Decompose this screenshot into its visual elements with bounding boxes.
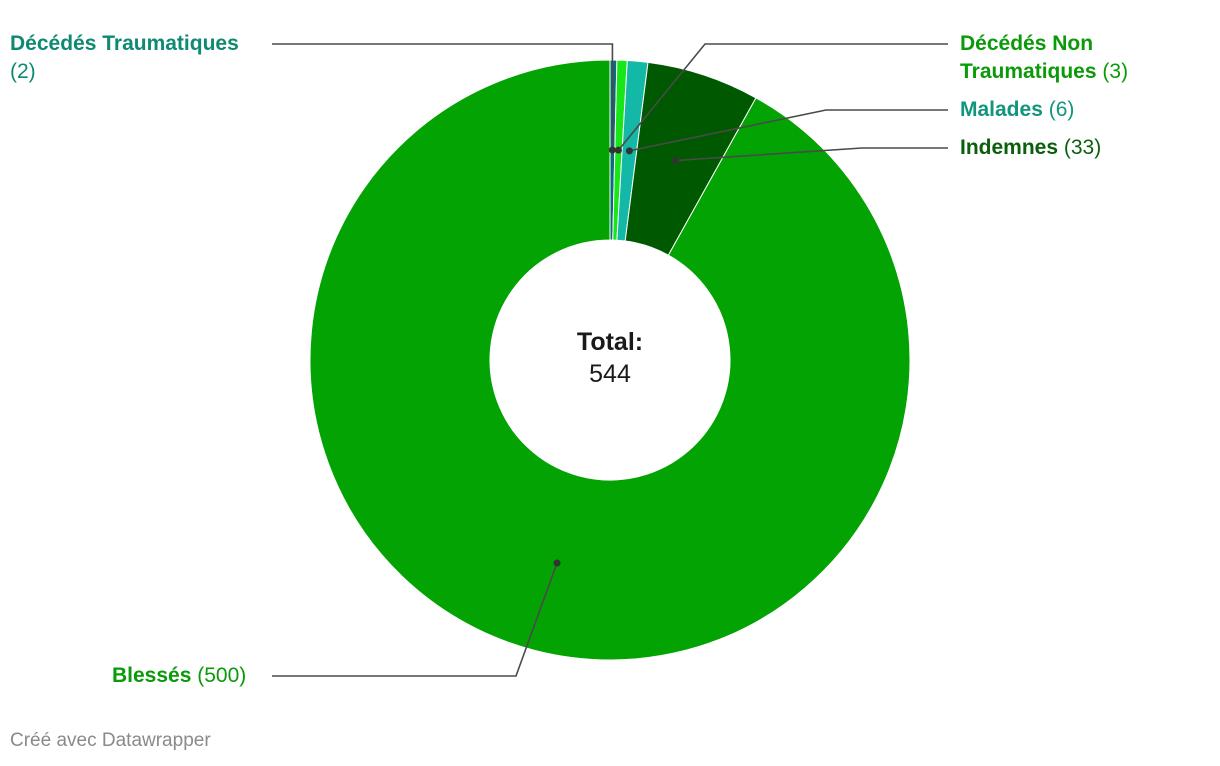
leader-line-blesses — [272, 562, 558, 677]
footer-credit: Créé avec Datawrapper — [10, 730, 211, 751]
slice-label-malades: Malades (6) — [960, 96, 1074, 124]
slice-label-name-line1: Décédés Non — [960, 32, 1094, 55]
leader-dot-blesses — [553, 559, 561, 567]
donut-center-total: Total: 544 — [510, 326, 710, 390]
leader-line-indemnes — [675, 147, 948, 162]
slice-label-count: (6) — [1048, 98, 1075, 121]
slice-label-decedes-non-traumatiques: Décédés Non Traumatiques (3) — [960, 30, 1128, 86]
slice-blesses — [309, 59, 911, 661]
leader-line-decedes-traumatiques — [272, 43, 614, 151]
slice-label-name: Décédés Traumatiques — [10, 32, 239, 55]
leader-dot-indemnes — [672, 157, 680, 165]
slice-label-name-line2: Traumatiques — [960, 60, 1097, 83]
leader-line-malades — [629, 109, 948, 152]
slice-label-name: Malades — [960, 98, 1043, 121]
slice-label-count: (500) — [197, 664, 247, 687]
total-value: 544 — [589, 360, 631, 388]
slice-label-decedes-traumatiques: Décédés Traumatiques (2) — [10, 30, 239, 86]
leader-line-decedes-non-traumatiques — [617, 43, 948, 151]
slice-label-name: Blessés — [112, 664, 192, 687]
slice-label-indemnes: Indemnes (33) — [960, 134, 1101, 162]
leader-dot-malades — [625, 147, 633, 155]
leader-lines — [272, 43, 948, 677]
total-title: Total: — [576, 328, 644, 356]
slice-label-count: (2) — [10, 60, 36, 83]
leader-dot-decedes-traumatiques — [608, 146, 616, 154]
slice-label-count: (33) — [1063, 136, 1102, 159]
slice-label-count: (3) — [1102, 60, 1129, 83]
slice-label-name: Indemnes — [960, 136, 1059, 159]
slice-label-blesses: Blessés (500) — [112, 662, 246, 690]
leader-dot-decedes-non-traumatiques — [614, 146, 622, 154]
